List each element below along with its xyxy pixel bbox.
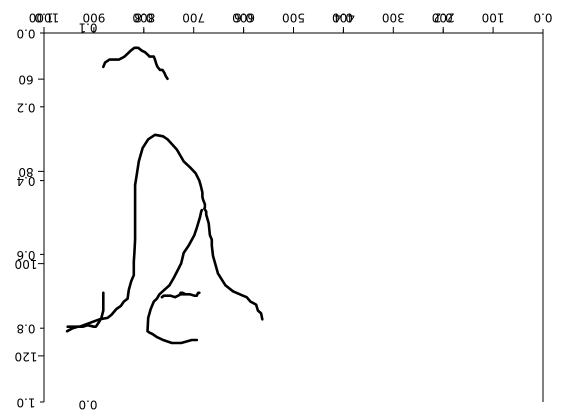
series-line-6 [178,291,201,297]
tick-label-stray-bottom: 0.0 [78,398,97,412]
tick-label-left-unit: 1.0 [16,396,35,410]
tick-label-left-unit: 0.6 [16,248,35,262]
tick-label-left-unit: 0.8 [16,322,35,336]
series-line-2 [66,133,207,328]
tick-label-top-px: 100 [482,11,505,25]
tick-label-left-unit: 0.4 [16,174,35,188]
series-line-3 [65,291,105,333]
chart-axes [38,27,544,403]
tick-label-top-unit: 0.4 [334,11,353,25]
tick-label-top-px: 200 [432,11,455,25]
chart-traces [65,46,264,345]
tick-label-top-unit: 0.2 [434,11,453,25]
tick-label-top-unit: 0.8 [134,11,153,25]
tick-label-top-px: 800 [132,11,155,25]
tick-label-left-unit: 0.0 [16,27,35,41]
series-line-5 [146,208,204,345]
tick-label-top-px: 300 [382,11,405,25]
tick-label-top-unit: 1.0 [34,11,53,25]
tick-label-top-px: 700 [182,11,205,25]
tick-label-top-px: 1000 [29,11,60,25]
tick-label-top-px: 600 [232,11,255,25]
tick-label-left-px: 120 [15,349,38,363]
tick-label-top-px: 900 [82,11,105,25]
chart-tick-labels: 0.0 0.2 0.4 0.6 0.8 1.0 0.0 0.2 0.4 0.6 0.8 1.0 100 2… [15,11,553,412]
tick-label-top-unit: 0.0 [533,11,552,25]
tick-label-left-unit: 0.2 [16,100,35,114]
tick-label-left-px: 80 [18,165,33,179]
tick-label-top-px: 400 [332,11,355,25]
tick-label-left-px: 100 [15,257,38,271]
tick-label-stray-top: 0.1 [78,21,97,35]
series-line-7 [160,293,187,299]
series-line-4 [102,46,169,81]
tick-label-left-px: 60 [18,73,33,87]
tick-label-top-px: 500 [282,11,305,25]
tick-label-top-unit: 0.6 [234,11,253,25]
series-line-1 [203,205,264,321]
